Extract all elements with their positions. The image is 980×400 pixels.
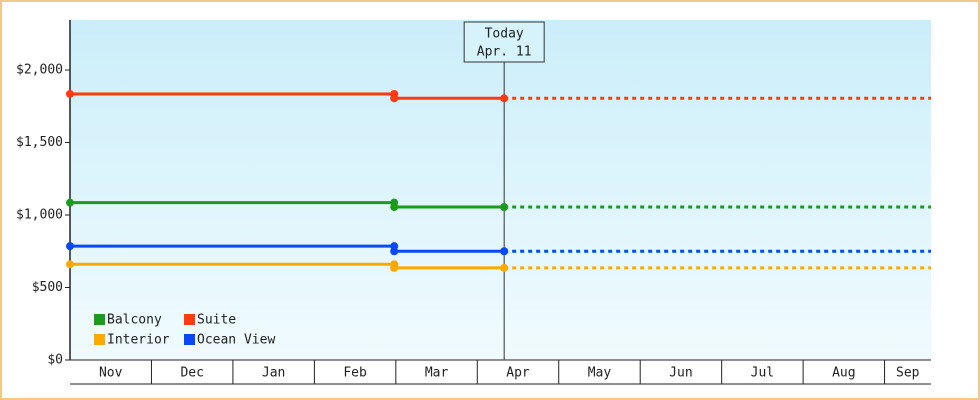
legend-label: Suite [197, 313, 236, 328]
plot-area [70, 20, 931, 360]
point [390, 94, 399, 103]
legend-swatch [94, 314, 105, 325]
point [66, 198, 74, 207]
x-tick-label: Nov [99, 366, 123, 381]
x-tick-label: May [588, 366, 612, 381]
x-tick-label: Feb [343, 366, 367, 381]
point [390, 263, 399, 272]
point [500, 263, 509, 272]
y-tick-label: $2,000 [16, 63, 63, 78]
point [390, 203, 399, 212]
legend-label: Balcony [107, 313, 162, 328]
today-box [463, 21, 545, 63]
y-tick-label: $0 [47, 353, 63, 368]
x-tick-label: Apr [506, 366, 530, 381]
legend-swatch [184, 334, 195, 345]
point [500, 94, 509, 103]
x-tick-label: Jun [669, 366, 692, 381]
point [390, 247, 399, 256]
legend-swatch [94, 334, 105, 345]
today-label: Today [485, 27, 524, 42]
legend-label: Interior [107, 333, 170, 348]
x-tick-label: Dec [180, 366, 203, 381]
y-tick-label: $1,500 [16, 135, 63, 150]
y-tick-label: $500 [32, 280, 63, 295]
point [500, 247, 509, 256]
today-date: Apr. 11 [477, 45, 532, 60]
point [500, 203, 509, 212]
x-tick-label: Aug [832, 366, 855, 381]
point [66, 260, 74, 269]
legend-swatch [184, 314, 195, 325]
x-tick-label: Sep [896, 366, 920, 381]
point [66, 89, 74, 98]
x-tick-label: Mar [425, 366, 449, 381]
x-tick-label: Jan [262, 366, 285, 381]
point [66, 242, 74, 251]
legend-label: Ocean View [197, 333, 275, 348]
y-tick-label: $1,000 [16, 208, 63, 223]
x-tick-label: Jul [751, 366, 774, 381]
